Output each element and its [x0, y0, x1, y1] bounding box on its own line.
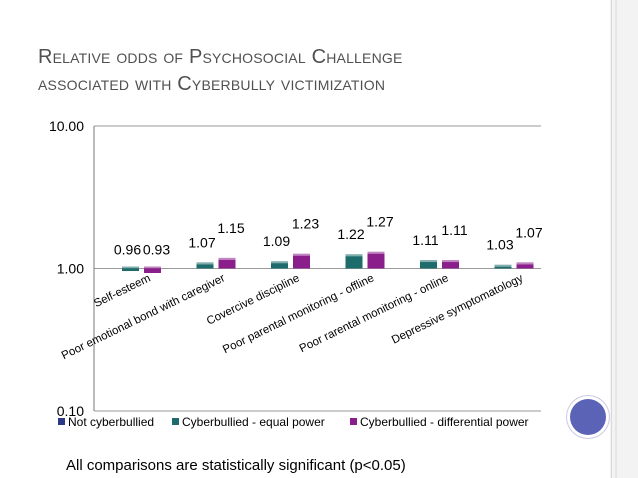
bar: [271, 263, 288, 269]
axis-layer: 10.00 1.00 0.10: [49, 118, 95, 419]
bar-top-face: [420, 260, 437, 263]
bar-top-face: [144, 266, 161, 269]
legend-swatch: [172, 418, 179, 425]
bar-top-face: [271, 261, 288, 264]
data-label: 0.93: [143, 242, 170, 258]
title-line-1: Relative odds of Psychosocial Challenge: [38, 46, 403, 68]
data-label: 1.23: [292, 216, 319, 232]
y-tick-label: 0.10: [57, 403, 84, 419]
y-tick-label: 1.00: [57, 261, 84, 277]
bar-top-face: [494, 264, 512, 267]
slide-title: Relative odds of Psychosocial Challenge …: [38, 44, 558, 98]
y-tick-label: 10.00: [49, 118, 84, 134]
bar-top-face: [367, 251, 385, 254]
bar-top-face: [196, 262, 214, 265]
bar-top-face: [122, 266, 139, 269]
data-label: 1.27: [366, 214, 393, 230]
right-edge-line-2: [615, 0, 617, 478]
right-edge-line: [611, 0, 612, 478]
legend-swatch: [58, 418, 65, 425]
data-label: 1.03: [486, 237, 513, 253]
bar-top-face: [293, 253, 310, 256]
bar: [420, 262, 437, 269]
bar-top-face: [516, 262, 534, 265]
footnote: All comparisons are statistically signif…: [66, 457, 406, 474]
legend-label: Cyberbullied - differential power: [360, 415, 529, 429]
data-label-layer: 0.96 0.93 1.071.151.091.231.221.271.111.11…: [114, 214, 543, 258]
right-edge-strip: [610, 0, 638, 478]
bar: [345, 256, 363, 269]
bar: [196, 264, 214, 269]
bar: [218, 259, 236, 269]
data-label: 1.11: [441, 222, 467, 238]
legend-label: Cyberbullied - equal power: [182, 415, 325, 429]
legend-swatch: [350, 418, 357, 425]
bar: [122, 268, 139, 272]
category-label: Self-esteem: [92, 272, 152, 310]
bar-top-face: [218, 257, 236, 260]
slide-nav-dot[interactable]: [570, 399, 606, 435]
bar: [367, 253, 385, 269]
bar: [516, 264, 534, 269]
bar: [442, 262, 459, 269]
bar-layer: [122, 251, 534, 273]
category-label: Depressive symptomatology: [390, 272, 525, 346]
data-label: 1.09: [263, 233, 290, 249]
data-label: 1.07: [515, 224, 542, 240]
data-label: 1.07: [188, 234, 215, 250]
data-label: 1.15: [217, 220, 244, 236]
grid-layer: [94, 125, 541, 412]
data-label: 1.22: [337, 226, 364, 242]
bar: [293, 255, 310, 269]
bar: [144, 268, 161, 273]
bar-top-face: [345, 254, 363, 257]
data-label: 0.96: [114, 242, 141, 258]
title-line-2: associated with Cyberbully victimization: [38, 73, 386, 95]
legend: Not cyberbullied Cyberbullied - equal pow…: [58, 415, 529, 429]
bar-top-face: [442, 260, 459, 263]
category-label: Poor rarental monitoring - online: [298, 272, 451, 355]
data-label: 1.11: [412, 232, 438, 248]
legend-label: Not cyberbullied: [68, 415, 154, 429]
bar: [494, 266, 512, 269]
